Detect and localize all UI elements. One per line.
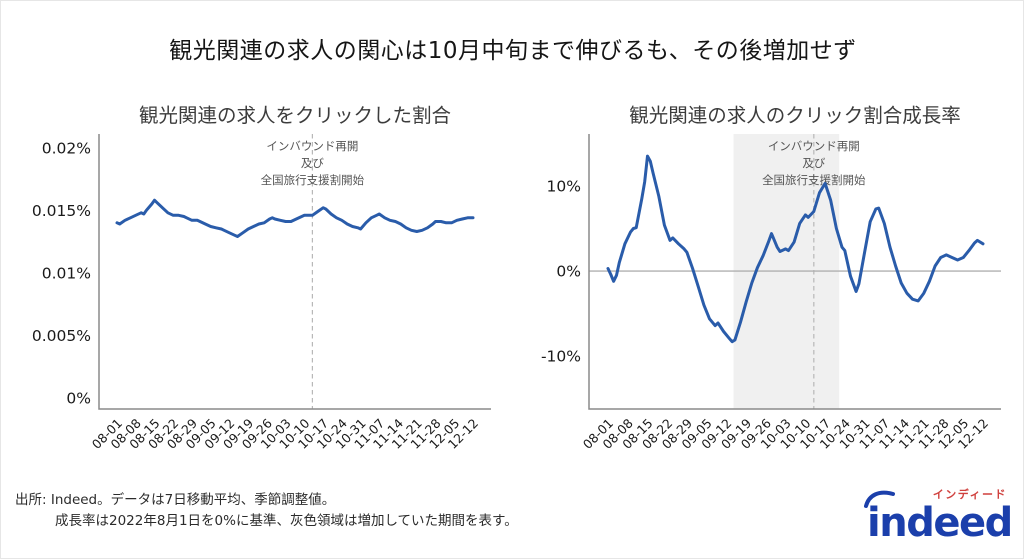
event-annotation-line: 及び [301, 156, 324, 170]
main-title: 観光関連の求人の関心は10月中旬まで伸びるも、その後増加せず [169, 38, 857, 64]
y-tick-label: 0.01% [42, 264, 91, 282]
axis-spines [98, 134, 491, 410]
y-tick-label: 10% [547, 177, 581, 195]
indeed-logo: インディード indeed [861, 486, 1013, 544]
event-annotation-line: インバウンド再開 [266, 139, 358, 153]
y-tick-label: -10% [541, 348, 581, 366]
data-line [115, 198, 475, 238]
logo-katakana: インディード [932, 488, 1007, 501]
event-annotation-line: 全国旅行支援割開始 [762, 173, 866, 187]
source-note: 出所: Indeed。データは7日移動平均、季節調整値。 [15, 492, 336, 508]
data-line [606, 154, 985, 344]
event-annotation-line: 及び [802, 156, 825, 170]
y-tick-label: 0% [66, 389, 91, 407]
logo-wordmark: indeed [867, 500, 1013, 546]
event-annotation-line: インバウンド再開 [768, 139, 860, 153]
y-tick-label: 0.005% [32, 327, 91, 345]
y-tick-label: 0.02% [42, 139, 91, 157]
footer-notes: 出所: Indeed。データは7日移動平均、季節調整値。 成長率は2022年8月… [15, 490, 518, 532]
left-chart-title: 観光関連の求人をクリックした割合 [138, 104, 451, 127]
event-annotation-line: 全国旅行支援割開始 [261, 173, 365, 187]
logo-swoosh-icon [864, 490, 895, 508]
methodology-note: 成長率は2022年8月1日を0%に基準、灰色領域は増加していた期間を表す。 [55, 513, 518, 529]
y-tick-label: 0.015% [32, 202, 91, 220]
axis-spines [588, 134, 1001, 410]
y-tick-label: 0% [556, 263, 581, 281]
right-chart-title: 観光関連の求人のクリック割合成長率 [629, 104, 961, 127]
